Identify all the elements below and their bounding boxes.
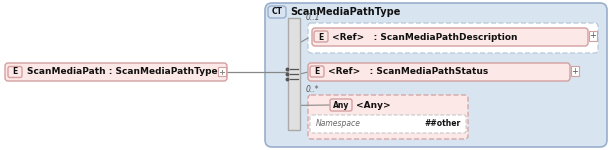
FancyBboxPatch shape bbox=[308, 23, 598, 53]
FancyBboxPatch shape bbox=[308, 95, 468, 139]
FancyBboxPatch shape bbox=[312, 28, 588, 46]
Text: E: E bbox=[318, 33, 324, 42]
FancyBboxPatch shape bbox=[314, 31, 328, 42]
Text: ScanMediaPath : ScanMediaPathType: ScanMediaPath : ScanMediaPathType bbox=[27, 68, 218, 76]
Text: 0..1: 0..1 bbox=[306, 13, 321, 22]
FancyBboxPatch shape bbox=[5, 63, 227, 81]
FancyBboxPatch shape bbox=[268, 6, 286, 18]
Text: Namespace: Namespace bbox=[316, 120, 361, 129]
Text: +: + bbox=[589, 32, 597, 40]
Text: ##other: ##other bbox=[425, 120, 461, 129]
Bar bbox=[589, 31, 597, 41]
Text: E: E bbox=[12, 68, 18, 76]
FancyBboxPatch shape bbox=[310, 115, 466, 133]
FancyBboxPatch shape bbox=[308, 63, 570, 81]
Text: <Any>: <Any> bbox=[356, 100, 390, 109]
Text: <Ref>   : ScanMediaPathDescription: <Ref> : ScanMediaPathDescription bbox=[332, 33, 518, 42]
Bar bbox=[218, 67, 226, 76]
Text: 0..*: 0..* bbox=[306, 85, 319, 94]
Text: E: E bbox=[315, 68, 319, 76]
Text: ScanMediaPathType: ScanMediaPathType bbox=[290, 7, 400, 17]
Text: <Ref>   : ScanMediaPathStatus: <Ref> : ScanMediaPathStatus bbox=[328, 68, 488, 76]
Text: CT: CT bbox=[272, 8, 283, 16]
FancyBboxPatch shape bbox=[265, 3, 607, 147]
FancyBboxPatch shape bbox=[8, 66, 22, 78]
FancyBboxPatch shape bbox=[330, 99, 352, 111]
Text: Any: Any bbox=[333, 100, 349, 109]
Bar bbox=[288, 18, 300, 130]
Text: +: + bbox=[572, 66, 578, 75]
FancyBboxPatch shape bbox=[310, 66, 324, 77]
Bar bbox=[571, 66, 579, 76]
